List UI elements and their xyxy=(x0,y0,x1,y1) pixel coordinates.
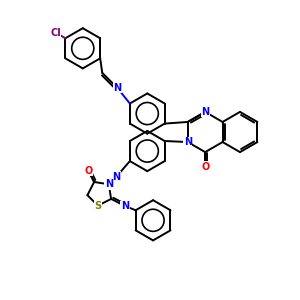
Text: S: S xyxy=(94,201,101,211)
Text: N: N xyxy=(112,172,120,182)
Text: O: O xyxy=(201,161,209,172)
Text: N: N xyxy=(201,107,209,117)
Text: N: N xyxy=(113,83,121,93)
Text: O: O xyxy=(84,166,93,176)
Text: O: O xyxy=(201,161,209,172)
Text: Cl: Cl xyxy=(50,28,61,38)
Text: N: N xyxy=(184,137,192,147)
Text: N: N xyxy=(121,201,129,211)
Text: N: N xyxy=(105,179,113,189)
Text: N: N xyxy=(121,201,129,211)
